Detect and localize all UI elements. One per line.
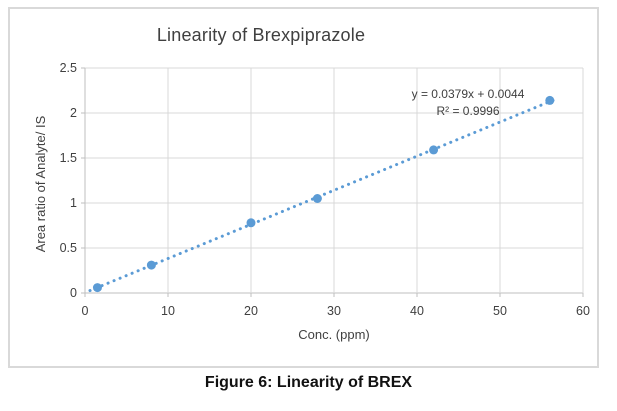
data-point [246,218,256,228]
trendline-equation-block: y = 0.0379x + 0.0044 R² = 0.9996 [393,86,543,120]
x-axis-title: Conc. (ppm) [298,327,370,342]
y-tick-label: 2.5 [60,61,77,75]
data-point [545,95,555,105]
y-tick-label: 1 [70,196,77,210]
y-tick-label: 0.5 [60,241,77,255]
data-point [146,260,156,270]
x-tick-label: 0 [82,304,89,318]
chart-title: Linearity of Brexpiprazole [156,25,366,45]
plot-area: 0 0.5 1 1.5 2 2.5 0 10 20 30 40 50 60 [60,61,590,318]
data-point [429,145,439,155]
x-tick-label: 20 [244,304,258,318]
trendline-equation: y = 0.0379x + 0.0044 [411,87,525,101]
x-tick-label: 60 [576,304,590,318]
data-point [92,283,102,293]
x-tick-label: 40 [410,304,424,318]
y-tick-label: 0 [70,286,77,300]
y-axis-title: Area ratio of Analyte/ IS [33,115,48,253]
x-tick-label: 30 [327,304,341,318]
y-tick-label: 1.5 [60,151,77,165]
figure-caption: Figure 6: Linearity of BREX [204,374,413,391]
trendline-r-squared: R² = 0.9996 [436,104,500,118]
trendline [88,96,560,293]
y-tick-label: 2 [70,106,77,120]
data-point [312,194,322,203]
chart-figure: 0 0.5 1 1.5 2 2.5 0 10 20 30 40 50 60 Linearity of B… [8,7,599,368]
x-tick-label: 50 [493,304,507,318]
x-tick-label: 10 [161,304,175,318]
